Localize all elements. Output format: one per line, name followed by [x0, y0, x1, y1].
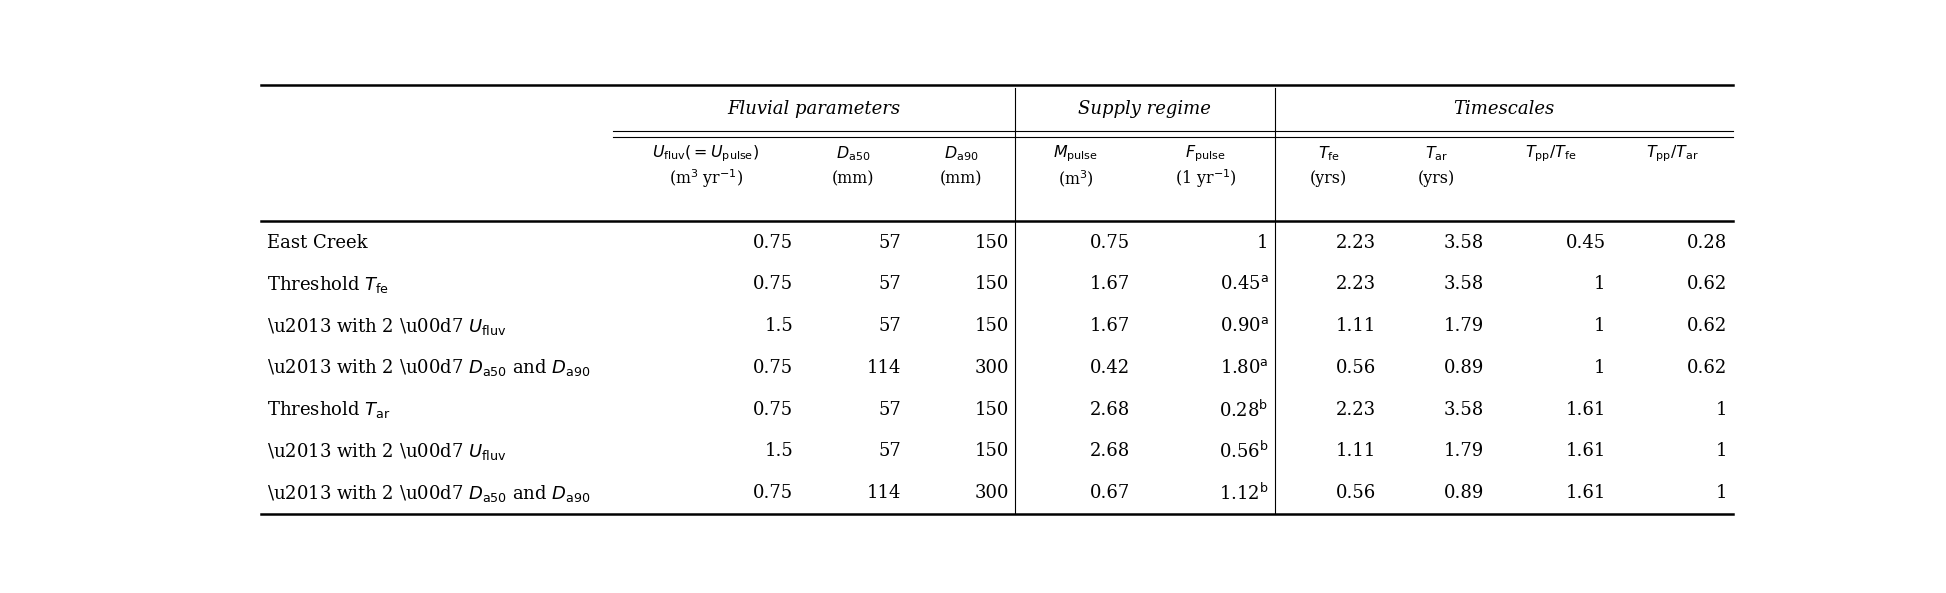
Text: 57: 57 [878, 234, 901, 251]
Text: 3.58: 3.58 [1444, 276, 1485, 294]
Text: 1: 1 [1594, 317, 1605, 335]
Text: 0.89: 0.89 [1444, 359, 1485, 377]
Text: 1: 1 [1594, 276, 1605, 294]
Text: 1.5: 1.5 [765, 442, 794, 460]
Text: 150: 150 [975, 401, 1008, 419]
Text: 1.79: 1.79 [1444, 442, 1485, 460]
Text: 0.62: 0.62 [1687, 276, 1728, 294]
Text: 1.12$^{\mathrm{b}}$: 1.12$^{\mathrm{b}}$ [1218, 483, 1269, 504]
Text: (m$^3$): (m$^3$) [1059, 168, 1094, 189]
Text: 0.75: 0.75 [753, 234, 794, 251]
Text: \u2013 with 2 \u00d7 $U_{\mathrm{fluv}}$: \u2013 with 2 \u00d7 $U_{\mathrm{fluv}}$ [267, 441, 506, 462]
Text: 0.62: 0.62 [1687, 359, 1728, 377]
Text: 3.58: 3.58 [1444, 234, 1485, 251]
Text: 2.23: 2.23 [1337, 276, 1376, 294]
Text: 1.11: 1.11 [1337, 317, 1376, 335]
Text: (yrs): (yrs) [1417, 170, 1456, 187]
Text: 300: 300 [975, 484, 1008, 502]
Text: \u2013 with 2 \u00d7 $U_{\mathrm{fluv}}$: \u2013 with 2 \u00d7 $U_{\mathrm{fluv}}$ [267, 315, 506, 337]
Text: 1.61: 1.61 [1565, 442, 1605, 460]
Text: 0.75: 0.75 [753, 276, 794, 294]
Text: 1: 1 [1257, 234, 1269, 251]
Text: (mm): (mm) [940, 170, 983, 187]
Text: 150: 150 [975, 234, 1008, 251]
Text: Timescales: Timescales [1454, 100, 1555, 118]
Text: 1: 1 [1716, 484, 1728, 502]
Text: 114: 114 [866, 484, 901, 502]
Text: 2.68: 2.68 [1090, 401, 1131, 419]
Text: 2.68: 2.68 [1090, 442, 1131, 460]
Text: 0.42: 0.42 [1090, 359, 1131, 377]
Text: 300: 300 [975, 359, 1008, 377]
Text: 0.28$^{\mathrm{b}}$: 0.28$^{\mathrm{b}}$ [1220, 399, 1269, 420]
Text: \u2013 with 2 \u00d7 $D_{\mathrm{a50}}$ and $D_{\mathrm{a90}}$: \u2013 with 2 \u00d7 $D_{\mathrm{a50}}$ … [267, 483, 592, 503]
Text: 0.75: 0.75 [753, 401, 794, 419]
Text: 1: 1 [1716, 401, 1728, 419]
Text: East Creek: East Creek [267, 234, 368, 251]
Text: 57: 57 [878, 276, 901, 294]
Text: $D_{\mathrm{a50}}$: $D_{\mathrm{a50}}$ [837, 144, 870, 162]
Text: 57: 57 [878, 401, 901, 419]
Text: 1: 1 [1594, 359, 1605, 377]
Text: 0.89: 0.89 [1444, 484, 1485, 502]
Text: 3.58: 3.58 [1444, 401, 1485, 419]
Text: 0.56: 0.56 [1337, 359, 1376, 377]
Text: $T_{\mathrm{pp}}/T_{\mathrm{fe}}$: $T_{\mathrm{pp}}/T_{\mathrm{fe}}$ [1526, 143, 1576, 164]
Text: Supply regime: Supply regime [1078, 100, 1210, 118]
Text: 1.80$^{\mathrm{a}}$: 1.80$^{\mathrm{a}}$ [1220, 359, 1269, 377]
Text: 57: 57 [878, 442, 901, 460]
Text: 2.23: 2.23 [1337, 234, 1376, 251]
Text: $T_{\mathrm{ar}}$: $T_{\mathrm{ar}}$ [1424, 144, 1448, 162]
Text: 1: 1 [1716, 442, 1728, 460]
Text: 1.67: 1.67 [1090, 276, 1131, 294]
Text: 0.56$^{\mathrm{b}}$: 0.56$^{\mathrm{b}}$ [1218, 441, 1269, 462]
Text: $T_{\mathrm{pp}}/T_{\mathrm{ar}}$: $T_{\mathrm{pp}}/T_{\mathrm{ar}}$ [1646, 143, 1699, 164]
Text: \u2013 with 2 \u00d7 $D_{\mathrm{a50}}$ and $D_{\mathrm{a90}}$: \u2013 with 2 \u00d7 $D_{\mathrm{a50}}$ … [267, 358, 592, 378]
Text: (1 yr$^{-1}$): (1 yr$^{-1}$) [1175, 167, 1236, 190]
Text: 0.67: 0.67 [1090, 484, 1131, 502]
Text: $M_{\mathrm{pulse}}$: $M_{\mathrm{pulse}}$ [1053, 143, 1098, 164]
Text: (m$^3$ yr$^{-1}$): (m$^3$ yr$^{-1}$) [669, 167, 743, 190]
Text: $F_{\mathrm{pulse}}$: $F_{\mathrm{pulse}}$ [1185, 143, 1226, 164]
Text: $D_{\mathrm{a90}}$: $D_{\mathrm{a90}}$ [944, 144, 979, 162]
Text: 114: 114 [866, 359, 901, 377]
Text: 1.5: 1.5 [765, 317, 794, 335]
Text: $U_{\mathrm{fluv}}(=U_{\mathrm{pulse}})$: $U_{\mathrm{fluv}}(=U_{\mathrm{pulse}})$ [652, 143, 759, 164]
Text: 1.11: 1.11 [1337, 442, 1376, 460]
Text: 0.62: 0.62 [1687, 317, 1728, 335]
Text: 0.28: 0.28 [1687, 234, 1728, 251]
Text: 150: 150 [975, 442, 1008, 460]
Text: 0.75: 0.75 [753, 484, 794, 502]
Text: 0.45$^{\mathrm{a}}$: 0.45$^{\mathrm{a}}$ [1220, 276, 1269, 294]
Text: (mm): (mm) [831, 170, 874, 187]
Text: 0.45: 0.45 [1565, 234, 1605, 251]
Text: 1.79: 1.79 [1444, 317, 1485, 335]
Text: 1.61: 1.61 [1565, 401, 1605, 419]
Text: Threshold $T_{\mathrm{fe}}$: Threshold $T_{\mathrm{fe}}$ [267, 274, 389, 295]
Text: Fluvial parameters: Fluvial parameters [728, 100, 901, 118]
Text: 0.75: 0.75 [753, 359, 794, 377]
Text: $T_{\mathrm{fe}}$: $T_{\mathrm{fe}}$ [1317, 144, 1339, 162]
Text: 1.67: 1.67 [1090, 317, 1131, 335]
Text: Threshold $T_{\mathrm{ar}}$: Threshold $T_{\mathrm{ar}}$ [267, 399, 391, 420]
Text: 2.23: 2.23 [1337, 401, 1376, 419]
Text: 0.90$^{\mathrm{a}}$: 0.90$^{\mathrm{a}}$ [1220, 317, 1269, 335]
Text: 57: 57 [878, 317, 901, 335]
Text: 1.61: 1.61 [1565, 484, 1605, 502]
Text: (yrs): (yrs) [1310, 170, 1347, 187]
Text: 150: 150 [975, 317, 1008, 335]
Text: 150: 150 [975, 276, 1008, 294]
Text: 0.75: 0.75 [1090, 234, 1131, 251]
Text: 0.56: 0.56 [1337, 484, 1376, 502]
